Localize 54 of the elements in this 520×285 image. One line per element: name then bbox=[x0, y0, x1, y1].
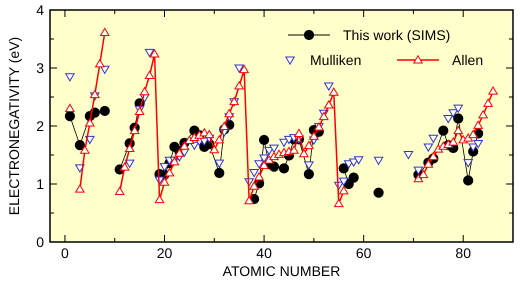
point bbox=[304, 161, 314, 170]
point bbox=[64, 111, 76, 122]
x-tick-label: 20 bbox=[156, 245, 172, 261]
point bbox=[278, 163, 290, 174]
point bbox=[74, 140, 85, 150]
x-tick-label: 40 bbox=[256, 245, 272, 261]
point bbox=[324, 82, 334, 91]
x-tick-label: 80 bbox=[455, 245, 472, 261]
point bbox=[438, 126, 448, 136]
point bbox=[65, 73, 75, 82]
point bbox=[254, 160, 264, 168]
point bbox=[338, 163, 349, 174]
point bbox=[453, 113, 464, 124]
point bbox=[448, 109, 458, 118]
point bbox=[473, 140, 483, 148]
point bbox=[268, 162, 280, 172]
point bbox=[144, 48, 154, 58]
point bbox=[348, 172, 359, 183]
y-tick-label: 3 bbox=[36, 60, 44, 76]
point bbox=[214, 160, 224, 168]
point bbox=[463, 175, 474, 186]
point bbox=[373, 188, 384, 198]
point bbox=[304, 169, 314, 180]
legend-label: Mulliken bbox=[310, 52, 362, 68]
point bbox=[428, 134, 438, 143]
point bbox=[234, 64, 244, 73]
point bbox=[374, 156, 384, 165]
legend-label: This work (SIMS) bbox=[343, 26, 450, 43]
y-tick-label: 0 bbox=[36, 234, 44, 250]
point bbox=[100, 106, 110, 116]
x-tick-label: 60 bbox=[356, 245, 372, 261]
point bbox=[414, 166, 424, 175]
point bbox=[444, 115, 453, 124]
y-axis-title: ELECTRONEGATIVITY (eV) bbox=[6, 36, 22, 216]
point bbox=[454, 104, 463, 113]
point bbox=[249, 168, 259, 178]
point bbox=[160, 163, 170, 172]
point bbox=[354, 156, 364, 164]
point bbox=[269, 144, 279, 153]
y-tick-label: 2 bbox=[36, 118, 44, 134]
point bbox=[463, 159, 473, 168]
y-tick-label: 1 bbox=[36, 176, 44, 192]
point bbox=[214, 168, 224, 178]
x-tick-label: 0 bbox=[61, 245, 70, 261]
point bbox=[124, 160, 134, 168]
y-tick-label: 4 bbox=[36, 2, 44, 18]
point bbox=[424, 143, 434, 152]
point bbox=[404, 150, 414, 160]
point bbox=[468, 143, 478, 152]
point bbox=[339, 178, 348, 186]
point bbox=[258, 134, 270, 146]
point bbox=[259, 154, 269, 163]
legend-label: Allen bbox=[452, 52, 484, 68]
x-axis-title: ATOMIC NUMBER bbox=[222, 263, 340, 279]
